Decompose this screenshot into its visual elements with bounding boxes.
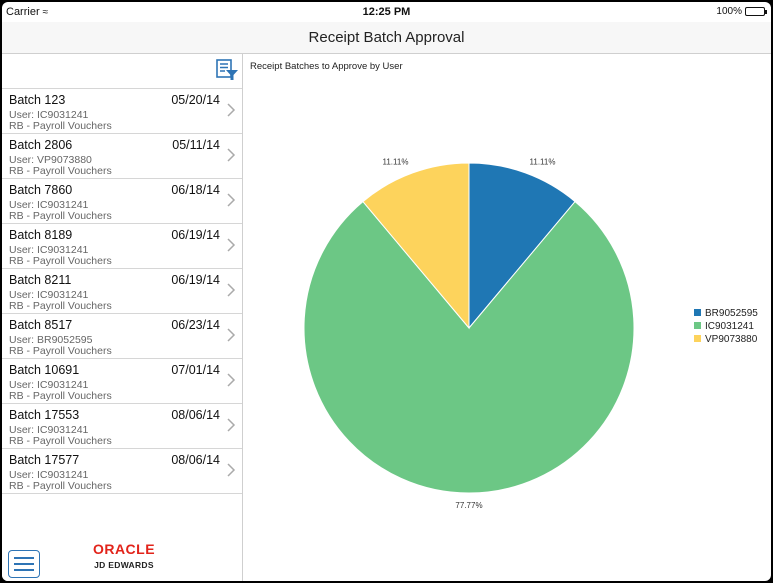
filter-icon[interactable]: [215, 58, 239, 82]
logo-jde-text: JD EDWARDS: [94, 560, 154, 570]
batch-name: Batch 10691: [9, 363, 80, 377]
batch-list-item[interactable]: Batch 2806 05/11/14 User: VP9073880 RB - Pa…: [2, 134, 242, 179]
hamburger-icon[interactable]: [8, 550, 40, 578]
battery-icon: [745, 7, 767, 16]
battery-indicator: 100%: [716, 6, 767, 17]
logo-oracle-text: ORACLE: [92, 541, 156, 557]
batch-type: RB - Payroll Vouchers: [9, 120, 112, 132]
batch-type: RB - Payroll Vouchers: [9, 345, 112, 357]
batch-list-item[interactable]: Batch 123 05/20/14 User: IC9031241 RB - Pay…: [2, 89, 242, 134]
chevron-right-icon: [227, 148, 236, 162]
batch-date: 05/20/14: [171, 93, 220, 107]
chevron-right-icon: [227, 373, 236, 387]
batch-date: 06/23/14: [171, 318, 220, 332]
chevron-right-icon: [227, 463, 236, 477]
batch-list-item[interactable]: Batch 17577 08/06/14 User: IC9031241 RB - P…: [2, 449, 242, 494]
batch-user: User: VP9073880: [9, 154, 92, 166]
batch-date: 07/01/14: [171, 363, 220, 377]
batch-type: RB - Payroll Vouchers: [9, 435, 112, 447]
batch-user: User: IC9031241: [9, 109, 89, 121]
batch-date: 06/19/14: [171, 273, 220, 287]
batch-user: User: IC9031241: [9, 199, 89, 211]
pie-data-label: 77.77%: [455, 501, 482, 510]
pie-slice-vp9073880[interactable]: [362, 162, 470, 330]
batch-type: RB - Payroll Vouchers: [9, 165, 112, 177]
batch-name: Batch 2806: [9, 138, 73, 152]
legend-label[interactable]: IC9031241: [705, 321, 754, 332]
chevron-right-icon: [227, 328, 236, 342]
carrier-label: Carrier ≈: [6, 6, 49, 18]
batch-date: 08/06/14: [171, 408, 220, 422]
batch-list-item[interactable]: Batch 8517 06/23/14 User: BR9052595 RB - Pa…: [2, 314, 242, 359]
batch-user: User: IC9031241: [9, 424, 89, 436]
chevron-right-icon: [227, 238, 236, 252]
batch-type: RB - Payroll Vouchers: [9, 480, 112, 492]
batch-date: 05/11/14: [172, 138, 220, 152]
page-title: Receipt Batch Approval: [308, 29, 465, 46]
chevron-right-icon: [227, 193, 236, 207]
pie-chart: 11.11% 77.77% 11.11% BR9052595 IC9031241 VP90…: [303, 158, 758, 510]
batch-date: 06/18/14: [171, 183, 220, 197]
status-bar: Carrier ≈ 12:25 PM 100%: [2, 2, 771, 22]
batch-name: Batch 17553: [9, 408, 80, 422]
batch-name: Batch 123: [9, 93, 66, 107]
legend-label[interactable]: BR9052595: [705, 308, 758, 319]
batch-list: Batch 123 05/20/14 User: IC9031241 RB - Pay…: [2, 88, 242, 494]
status-time: 12:25 PM: [362, 6, 411, 18]
pie-data-label: 11.11%: [530, 158, 556, 167]
chevron-right-icon: [227, 418, 236, 432]
oracle-jde-logo: ORACLE JD EDWARDS: [84, 541, 164, 570]
batch-date: 06/19/14: [171, 228, 220, 242]
batch-type: RB - Payroll Vouchers: [9, 255, 112, 267]
batch-type: RB - Payroll Vouchers: [9, 300, 112, 312]
chevron-right-icon: [227, 103, 236, 117]
legend-swatch: [694, 309, 701, 316]
batch-name: Batch 8211: [9, 273, 72, 287]
batch-name: Batch 8189: [9, 228, 73, 242]
batch-user: User: IC9031241: [9, 379, 89, 391]
batch-sidebar: Batch 123 05/20/14 User: IC9031241 RB - Pay…: [2, 54, 243, 581]
batch-type: RB - Payroll Vouchers: [9, 390, 112, 402]
batch-name: Batch 7860: [9, 183, 73, 197]
batch-name: Batch 8517: [9, 318, 73, 332]
legend-label[interactable]: VP9073880: [705, 334, 758, 345]
legend-swatch: [694, 335, 701, 342]
chart-title: Receipt Batches to Approve by User: [250, 61, 403, 72]
wifi-icon: ≈: [42, 7, 49, 18]
batch-user: User: IC9031241: [9, 289, 89, 301]
batch-list-item[interactable]: Batch 8189 06/19/14 User: IC9031241 RB - Pa…: [2, 224, 242, 269]
chevron-right-icon: [227, 283, 236, 297]
batch-list-item[interactable]: Batch 10691 07/01/14 User: IC9031241 RB - P…: [2, 359, 242, 404]
battery-percent: 100%: [716, 6, 742, 17]
chart-panel: Receipt Batches to Approve by User 11.11…: [244, 54, 771, 581]
pie-slice-br9052595[interactable]: [468, 162, 576, 330]
batch-user: User: IC9031241: [9, 469, 89, 481]
batch-list-item[interactable]: Batch 8211 06/19/14 User: IC9031241 RB - Pa…: [2, 269, 242, 314]
batch-user: User: BR9052595: [9, 334, 93, 346]
batch-type: RB - Payroll Vouchers: [9, 210, 112, 222]
batch-user: User: IC9031241: [9, 244, 89, 256]
batch-list-item[interactable]: Batch 7860 06/18/14 User: IC9031241 RB - Pa…: [2, 179, 242, 224]
nav-bar: Receipt Batch Approval: [2, 22, 771, 54]
pie-slice-ic9031241[interactable]: [303, 200, 635, 494]
batch-list-item[interactable]: Batch 17553 08/06/14 User: IC9031241 RB - P…: [2, 404, 242, 449]
batch-name: Batch 17577: [9, 453, 80, 467]
legend-swatch: [694, 322, 701, 329]
batch-date: 08/06/14: [171, 453, 220, 467]
pie-data-label: 11.11%: [383, 158, 409, 167]
